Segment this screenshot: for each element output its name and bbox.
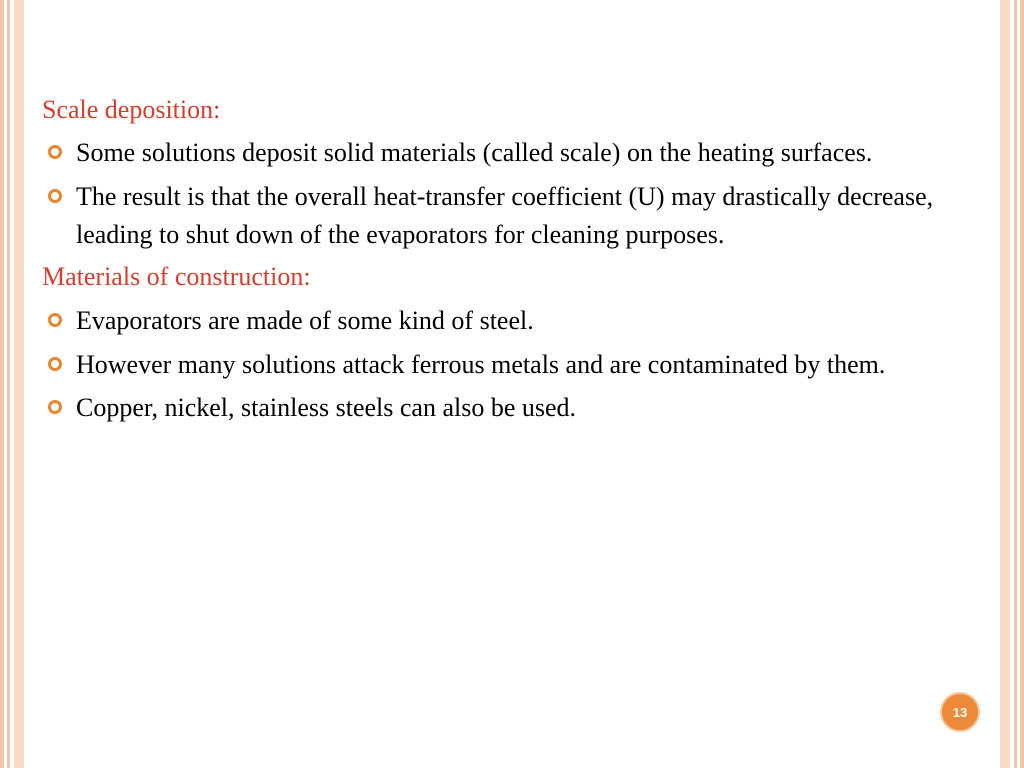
list-item: Evaporators are made of some kind of ste…	[42, 302, 982, 340]
bullet-text: The result is that the overall heat-tran…	[76, 178, 982, 253]
border-stripe	[1017, 0, 1020, 768]
border-stripe	[1020, 0, 1024, 768]
border-stripe	[1014, 0, 1017, 768]
bullet-ring-icon	[48, 145, 62, 159]
border-stripe	[1000, 0, 1010, 768]
bullet-text: However many solutions attack ferrous me…	[76, 346, 885, 384]
list-item: The result is that the overall heat-tran…	[42, 178, 982, 253]
list-item: Some solutions deposit solid materials (…	[42, 134, 982, 172]
section-heading: Scale deposition:	[42, 92, 982, 128]
list-item: However many solutions attack ferrous me…	[42, 346, 982, 384]
list-item: Copper, nickel, stainless steels can als…	[42, 389, 982, 427]
section-heading: Materials of construction:	[42, 259, 982, 295]
slide-content: Scale deposition: Some solutions deposit …	[42, 92, 982, 738]
slide-border-left	[0, 0, 24, 768]
bullet-text: Evaporators are made of some kind of ste…	[76, 302, 534, 340]
bullet-text: Copper, nickel, stainless steels can als…	[76, 389, 576, 427]
bullet-ring-icon	[48, 400, 62, 414]
page-number-text: 13	[953, 705, 967, 720]
slide-border-right	[1000, 0, 1024, 768]
bullet-ring-icon	[48, 357, 62, 371]
border-stripe	[1010, 0, 1014, 768]
bullet-ring-icon	[48, 313, 62, 327]
bullet-ring-icon	[48, 189, 62, 203]
page-number-badge: 13	[940, 692, 980, 732]
bullet-text: Some solutions deposit solid materials (…	[76, 134, 872, 172]
border-stripe	[14, 0, 24, 768]
